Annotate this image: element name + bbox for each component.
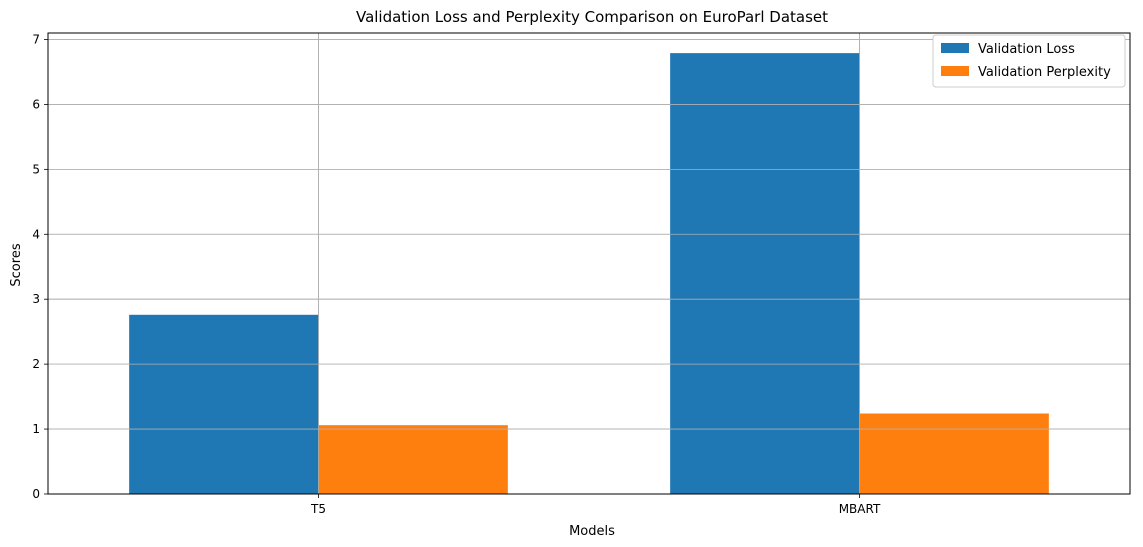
plot-frame <box>47 32 1131 495</box>
tick-labels: 0 1 2 3 4 5 6 7 T5 MBART <box>32 32 881 516</box>
y-tick-label: 7 <box>32 32 40 46</box>
legend: Validation Loss Validation Perplexity <box>932 34 1126 88</box>
legend-swatch-validation-loss <box>941 43 969 53</box>
legend-label-validation-loss: Validation Loss <box>978 42 1075 57</box>
y-tick-label: 4 <box>32 227 40 241</box>
chart-title: Validation Loss and Perplexity Compariso… <box>356 8 828 26</box>
y-axis-label: Scores <box>9 243 24 286</box>
x-axis-label: Models <box>569 524 615 539</box>
y-tick-label: 6 <box>32 97 40 111</box>
bar-validation-perplexity-mbart <box>859 413 1049 494</box>
legend-swatch-validation-perplexity <box>941 66 969 76</box>
y-tick-label: 3 <box>32 292 40 306</box>
x-tick-label: T5 <box>310 502 326 516</box>
y-tick-label: 2 <box>32 357 40 371</box>
y-tick-label: 1 <box>32 422 40 436</box>
y-tick-label: 5 <box>32 162 40 176</box>
y-tick-label: 0 <box>32 487 40 501</box>
axes <box>44 32 1131 498</box>
bars <box>129 53 1049 494</box>
bar-validation-perplexity-t5 <box>318 425 508 494</box>
legend-box <box>932 34 1126 88</box>
x-tick-label: MBART <box>839 502 881 516</box>
bar-validation-loss-mbart <box>670 53 860 494</box>
bar-validation-loss-t5 <box>129 314 319 494</box>
legend-label-validation-perplexity: Validation Perplexity <box>978 65 1111 80</box>
